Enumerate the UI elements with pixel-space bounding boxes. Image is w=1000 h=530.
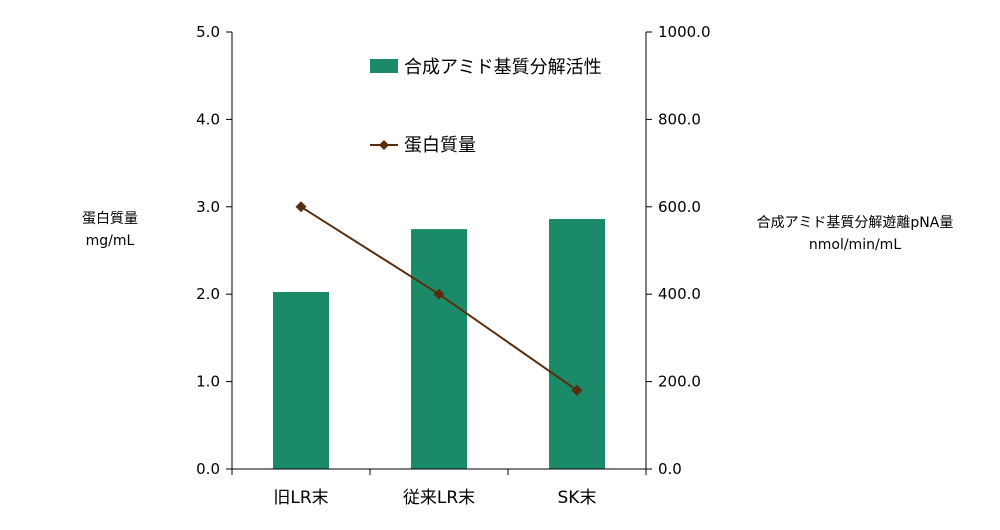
category-label-1: 従来LR末: [403, 488, 475, 508]
right-axis-title: 合成アミド基質分解遊離pNA量 nmol/min/mL: [730, 212, 980, 256]
legend-line-label: 蛋白質量: [404, 135, 476, 156]
tick-labels: 0.0 1.0 2.0 3.0 4.0 5.0 0.0 200.0 400.0 600.0 800.…: [196, 23, 710, 478]
left-axis-unit: mg/mL: [85, 233, 135, 249]
legend: 合成アミド基質分解活性 蛋白質量: [370, 57, 602, 156]
legend-line-marker: [379, 140, 389, 150]
line-series: [295, 201, 583, 396]
right-tick-label: 200.0: [658, 373, 701, 391]
right-tick-label: 0.0: [658, 460, 682, 478]
right-axis-unit: nmol/min/mL: [808, 237, 902, 253]
category-label-0: 旧LR末: [273, 488, 328, 508]
legend-bar-label: 合成アミド基質分解活性: [404, 57, 602, 78]
bar-1: [411, 229, 467, 469]
left-axis-title: 蛋白質量 mg/mL: [60, 208, 160, 252]
right-tick-label: 600.0: [658, 198, 701, 216]
right-tick-label: 400.0: [658, 285, 701, 303]
left-tick-label: 1.0: [196, 373, 220, 391]
protein-point-2: [571, 384, 583, 396]
left-tick-label: 4.0: [196, 110, 220, 128]
right-axis-title-line1: 合成アミド基質分解遊離pNA量: [756, 215, 954, 231]
left-axis-title-line1: 蛋白質量: [82, 211, 138, 227]
bar-0: [273, 292, 329, 469]
bar-series: [273, 219, 605, 469]
category-labels: 旧LR末 従来LR末 SK末: [273, 488, 596, 508]
category-label-2: SK末: [558, 488, 597, 508]
left-tick-label: 0.0: [196, 460, 220, 478]
right-tick-label: 1000.0: [658, 23, 711, 41]
right-tick-label: 800.0: [658, 110, 701, 128]
left-tick-label: 3.0: [196, 198, 220, 216]
left-tick-label: 2.0: [196, 285, 220, 303]
left-tick-label: 5.0: [196, 23, 220, 41]
protein-point-1: [433, 288, 445, 300]
protein-point-0: [295, 201, 307, 213]
legend-bar-swatch: [370, 59, 398, 73]
bar-2: [549, 219, 605, 469]
axes: [226, 31, 652, 475]
